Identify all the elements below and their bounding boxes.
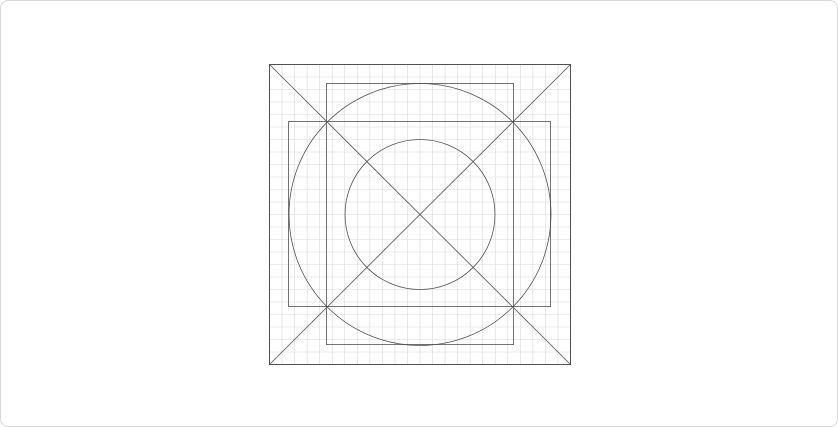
outer-square <box>269 64 571 365</box>
small-circle <box>344 139 496 290</box>
keylines <box>269 64 571 365</box>
icon-grid-artboard <box>269 64 571 365</box>
landscape-rectangle <box>288 121 551 307</box>
diagonal-line-2 <box>269 64 571 365</box>
large-circle <box>288 83 552 346</box>
keyline-grid-svg <box>269 64 571 365</box>
